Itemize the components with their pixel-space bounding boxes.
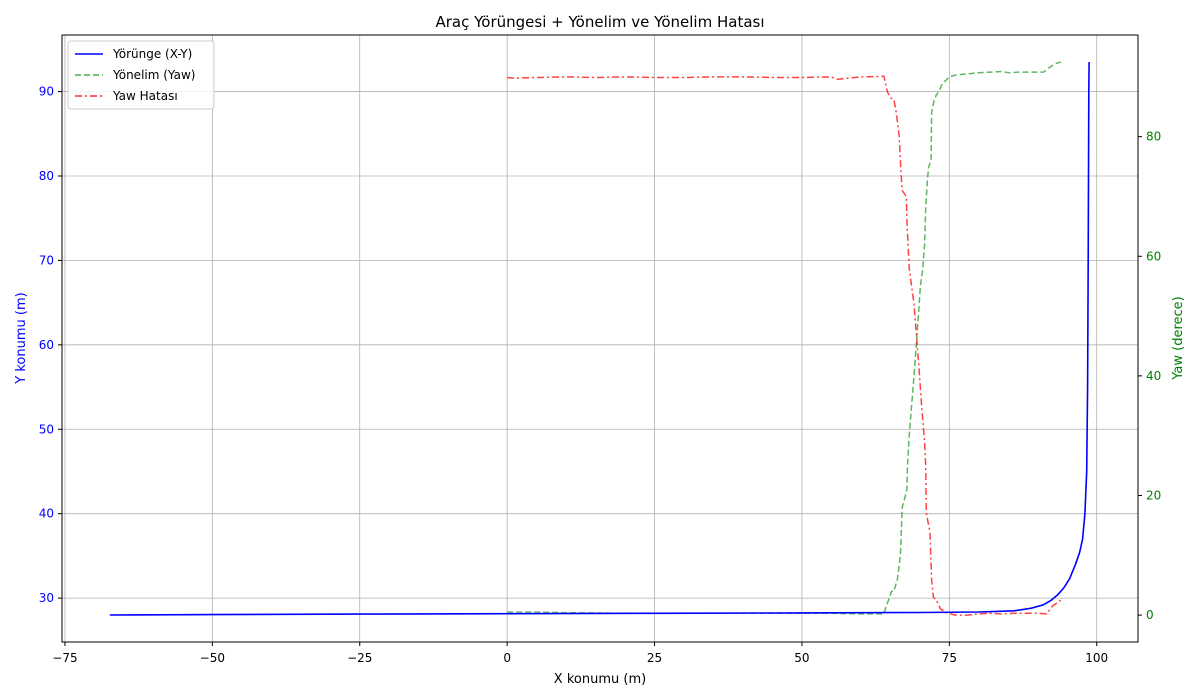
legend-label-yaw: Yönelim (Yaw) xyxy=(112,68,195,82)
x-tick-label: 25 xyxy=(647,651,662,665)
series-line-1 xyxy=(507,61,1062,615)
y-tick-label: 70 xyxy=(39,253,54,267)
x-axis-label: X konumu (m) xyxy=(554,672,646,687)
y-tick-label: 90 xyxy=(39,85,54,99)
chart-title: Araç Yörüngesi + Yönelim ve Yönelim Hata… xyxy=(436,13,765,31)
y2-tick-label: 80 xyxy=(1146,130,1161,144)
y2-tick-label: 0 xyxy=(1146,608,1154,622)
x-tick-label: 75 xyxy=(942,651,957,665)
y-tick-label: 80 xyxy=(39,169,54,183)
y-tick-label: 50 xyxy=(39,422,54,436)
x-tick-label: 50 xyxy=(794,651,809,665)
x-tick-label: −75 xyxy=(52,651,77,665)
legend-box xyxy=(67,40,215,110)
y-tick-label: 30 xyxy=(39,591,54,605)
series-line-2 xyxy=(507,75,1062,616)
y2-tick-label: 40 xyxy=(1146,369,1161,383)
legend-label-yaw-error: Yaw Hatası xyxy=(112,89,178,103)
y-tick-label: 40 xyxy=(39,507,54,521)
y-tick-label: 60 xyxy=(39,338,54,352)
legend-label-trajectory: Yörünge (X-Y) xyxy=(112,47,192,61)
y2-axis-ticks: 0 20 40 60 80 xyxy=(1138,130,1161,622)
y2-tick-label: 60 xyxy=(1146,249,1161,263)
series-lines xyxy=(109,61,1090,616)
plot-frame xyxy=(61,34,1139,643)
x-tick-label: 0 xyxy=(503,651,511,665)
x-tick-label: −25 xyxy=(347,651,372,665)
x-axis-ticks: −75 −50 −25 0 25 50 75 100 xyxy=(52,642,1108,665)
series-line-0 xyxy=(109,61,1090,616)
y2-axis-label: Yaw (derece) xyxy=(1171,296,1186,380)
y-axis-ticks: 30 40 50 60 70 80 90 xyxy=(39,85,62,605)
y2-tick-label: 20 xyxy=(1146,488,1161,502)
legend: Yörünge (X-Y) Yönelim (Yaw) Yaw Hatası xyxy=(67,40,215,110)
grid-lines xyxy=(62,35,1138,642)
y-axis-label: Y konumu (m) xyxy=(14,292,29,384)
x-tick-label: 100 xyxy=(1085,651,1108,665)
x-tick-label: −50 xyxy=(200,651,225,665)
